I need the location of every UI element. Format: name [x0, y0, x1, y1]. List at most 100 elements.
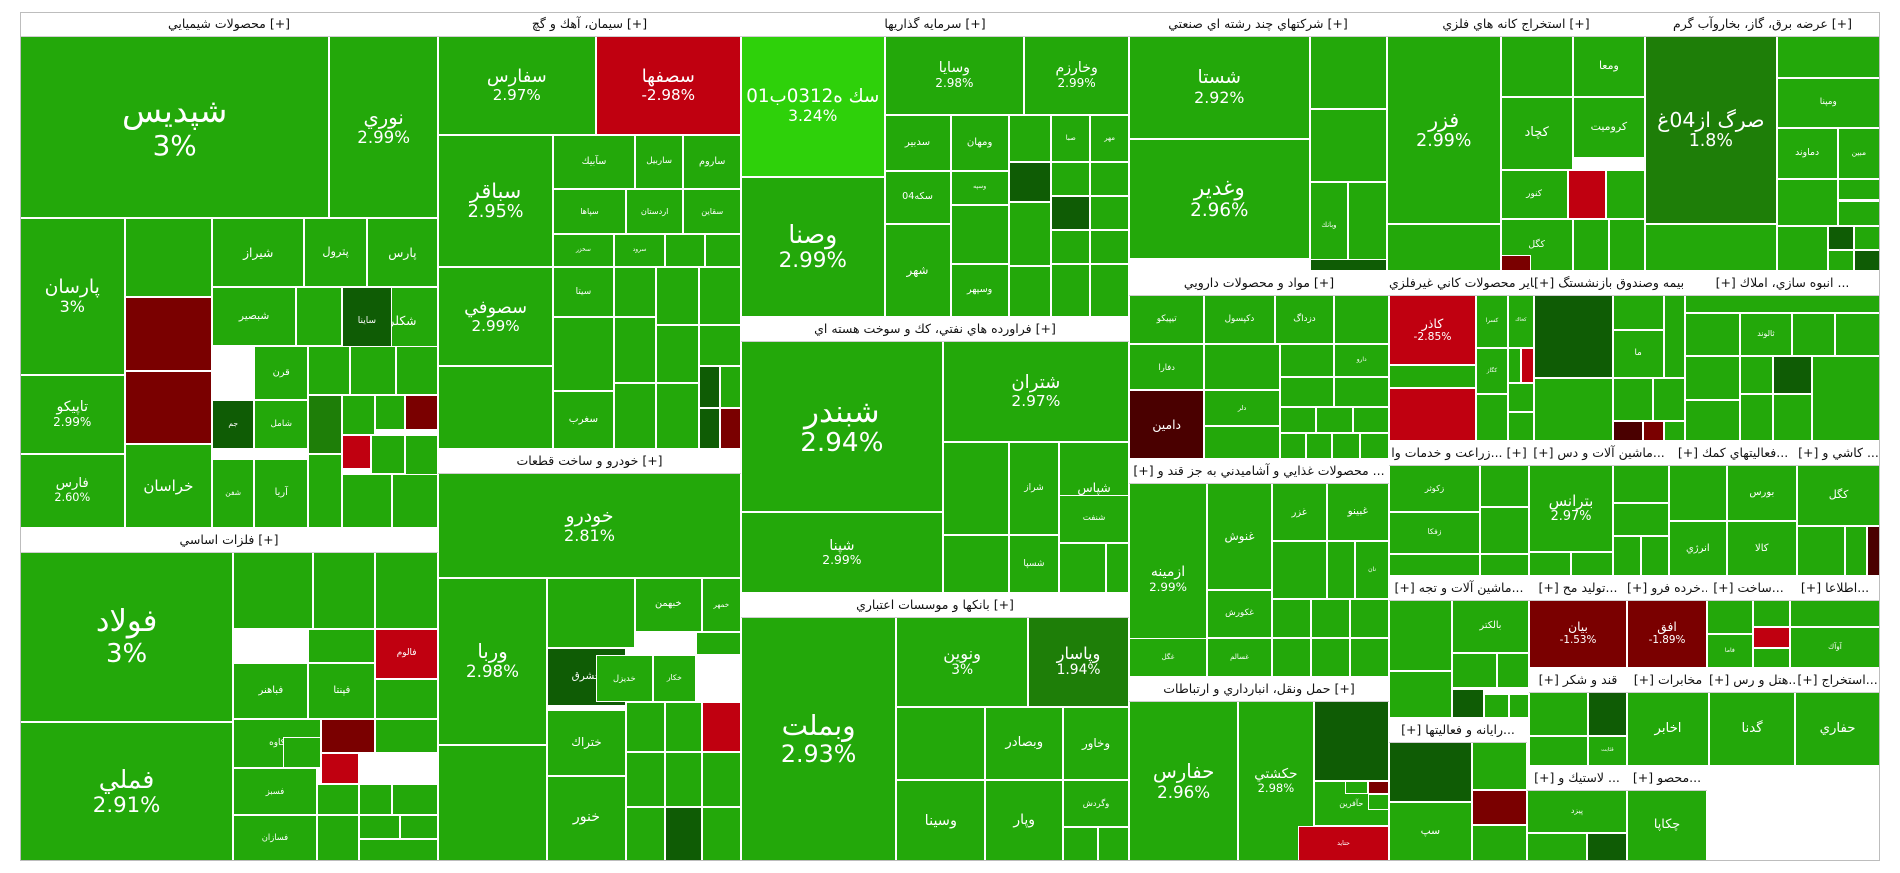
- sector-header[interactable]: [+] خرده فرو...: [1627, 576, 1707, 601]
- unlabeled-stock-tile[interactable]: [1008, 162, 1052, 202]
- stock-tile[interactable]: قثابت: [1587, 736, 1627, 766]
- stock-tile[interactable]: آريا: [254, 459, 309, 528]
- unlabeled-stock-tile[interactable]: [312, 552, 376, 630]
- sector-header[interactable]: [+] انبوه سازي، املاك ...: [1685, 271, 1880, 296]
- sector-header[interactable]: فراورده هاي نفتي، كك و سوخت هسته اي [+]: [741, 317, 1129, 342]
- sector[interactable]: صرگ از04غ 1.8% ومپنا دماوند مبين عرضه برق، گا…: [1645, 12, 1880, 271]
- stock-tile[interactable]: كنور: [1500, 169, 1568, 220]
- unlabeled-stock-tile[interactable]: [375, 718, 438, 753]
- stock-tile[interactable]: كالا: [1726, 520, 1797, 576]
- stock-tile[interactable]: شپديس 3%: [20, 36, 330, 219]
- unlabeled-stock-tile[interactable]: [1776, 226, 1829, 271]
- stock-tile[interactable]: كاذر -2.85%: [1389, 295, 1476, 366]
- unlabeled-stock-tile[interactable]: [698, 267, 741, 326]
- unlabeled-stock-tile[interactable]: [698, 366, 720, 408]
- stock-tile[interactable]: سپ: [1389, 801, 1472, 861]
- unlabeled-stock-tile[interactable]: [1090, 263, 1129, 317]
- unlabeled-stock-tile[interactable]: [1008, 201, 1052, 267]
- unlabeled-stock-tile[interactable]: [320, 718, 376, 753]
- sector-header[interactable]: بانكها و موسسات اعتباري [+]: [741, 593, 1129, 618]
- unlabeled-stock-tile[interactable]: [704, 234, 741, 268]
- sector-header[interactable]: محصولات شيميايي [+]: [20, 12, 438, 37]
- stock-tile[interactable]: سرود: [613, 234, 666, 268]
- unlabeled-stock-tile[interactable]: [371, 434, 405, 474]
- unlabeled-stock-tile[interactable]: [1471, 825, 1527, 861]
- stock-tile[interactable]: غكورش: [1207, 589, 1272, 639]
- stock-tile[interactable]: سكه04: [884, 170, 951, 225]
- sector[interactable]: فزر 2.99% ومعا كروميت كچاد كنور كگل استخراج كان…: [1387, 12, 1645, 271]
- unlabeled-stock-tile[interactable]: [1051, 229, 1091, 264]
- unlabeled-stock-tile[interactable]: [1587, 832, 1627, 861]
- stock-tile[interactable]: فارس 2.60%: [20, 454, 125, 528]
- stock-tile[interactable]: بورس: [1726, 465, 1797, 521]
- unlabeled-stock-tile[interactable]: [1534, 295, 1613, 379]
- unlabeled-stock-tile[interactable]: [701, 752, 741, 807]
- unlabeled-stock-tile[interactable]: [1520, 347, 1534, 383]
- sector-header[interactable]: مواد و محصولات دارويي [+]: [1129, 271, 1389, 296]
- unlabeled-stock-tile[interactable]: [1316, 406, 1353, 433]
- sector[interactable]: كاذر-2.85% كسرا كخاك كگاز ساير محصولات كاني …: [1389, 271, 1534, 441]
- sector-header[interactable]: حمل ونقل، انبارداري و ارتباطات [+]: [1129, 677, 1389, 702]
- stock-tile[interactable]: وخاور: [1063, 707, 1129, 781]
- unlabeled-stock-tile[interactable]: [719, 366, 741, 408]
- sector[interactable]: پيزد [+] لاستيك و ...: [1527, 766, 1627, 861]
- stock-tile[interactable]: كگاز: [1476, 347, 1508, 395]
- unlabeled-stock-tile[interactable]: [1685, 312, 1740, 357]
- stock-tile[interactable]: فملي 2.91%: [20, 721, 234, 861]
- sector[interactable]: فاما [+] ساخت...: [1707, 576, 1790, 668]
- unlabeled-stock-tile[interactable]: [1837, 200, 1880, 227]
- unlabeled-stock-tile[interactable]: [1866, 526, 1880, 576]
- unlabeled-stock-tile[interactable]: [392, 783, 438, 815]
- sector[interactable]: سپ [+] رايانه و فعاليتها...: [1389, 718, 1527, 861]
- unlabeled-stock-tile[interactable]: [1496, 653, 1529, 689]
- unlabeled-stock-tile[interactable]: [625, 806, 666, 861]
- unlabeled-stock-tile[interactable]: [1090, 162, 1129, 197]
- stock-tile[interactable]: ما: [1612, 330, 1664, 379]
- unlabeled-stock-tile[interactable]: [1309, 108, 1387, 182]
- stock-tile[interactable]: سك ه0312ب01 3.24%: [741, 36, 885, 177]
- stock-tile[interactable]: خكار: [653, 655, 696, 702]
- stock-tile[interactable]: وسايا 2.98%: [884, 36, 1025, 115]
- stock-tile[interactable]: وربا 2.98%: [438, 577, 548, 745]
- unlabeled-stock-tile[interactable]: [1313, 701, 1389, 781]
- stock-tile[interactable]: فالوم: [375, 629, 438, 679]
- unlabeled-stock-tile[interactable]: [656, 325, 699, 383]
- unlabeled-stock-tile[interactable]: [1739, 356, 1773, 395]
- stock-tile[interactable]: وبصادر: [985, 707, 1064, 781]
- sector[interactable]: خودرو 2.81% خمهر خبهمن وربا 2.98% خشرق خكار خديز…: [438, 449, 741, 861]
- unlabeled-stock-tile[interactable]: [656, 267, 699, 326]
- stock-tile[interactable]: ومهان: [950, 114, 1009, 171]
- stock-tile[interactable]: سپاها: [553, 188, 626, 235]
- unlabeled-stock-tile[interactable]: [124, 296, 213, 371]
- unlabeled-stock-tile[interactable]: [1811, 356, 1880, 441]
- stock-tile[interactable]: آوآك: [1790, 627, 1880, 668]
- sector-header[interactable]: [+] ماشين آلات و دس...: [1529, 441, 1669, 466]
- unlabeled-stock-tile[interactable]: [1776, 36, 1880, 79]
- sector-header[interactable]: [+] مخابرات: [1627, 668, 1709, 693]
- sector[interactable]: بالكتر [+] ماشين آلات و تجه...: [1389, 576, 1529, 718]
- unlabeled-stock-tile[interactable]: [375, 678, 438, 719]
- unlabeled-stock-tile[interactable]: [1509, 694, 1529, 718]
- unlabeled-stock-tile[interactable]: [1452, 688, 1485, 718]
- stock-tile[interactable]: سقاين: [683, 188, 741, 235]
- stock-tile[interactable]: كخاك: [1507, 295, 1534, 348]
- stock-tile[interactable]: وگردش: [1063, 780, 1129, 827]
- unlabeled-stock-tile[interactable]: [1051, 263, 1091, 317]
- unlabeled-stock-tile[interactable]: [1305, 432, 1332, 459]
- unlabeled-stock-tile[interactable]: [375, 552, 438, 630]
- sector[interactable]: قثابت [+] قند و شكر: [1529, 668, 1627, 766]
- unlabeled-stock-tile[interactable]: [613, 316, 657, 383]
- unlabeled-stock-tile[interactable]: [1309, 36, 1387, 109]
- stock-tile[interactable]: شيراز: [212, 218, 305, 287]
- sector[interactable]: بترانس 2.97% [+] ماشين آلات و دس...: [1529, 441, 1669, 576]
- sector-header[interactable]: [+] رايانه و فعاليتها...: [1389, 718, 1527, 743]
- unlabeled-stock-tile[interactable]: [1612, 295, 1664, 331]
- sector[interactable]: چكاپا [+] محصو...: [1627, 766, 1707, 861]
- unlabeled-stock-tile[interactable]: [1389, 365, 1476, 389]
- unlabeled-stock-tile[interactable]: [1352, 406, 1389, 433]
- unlabeled-stock-tile[interactable]: [1051, 162, 1091, 197]
- unlabeled-stock-tile[interactable]: [1272, 638, 1311, 677]
- stock-tile[interactable]: وسينا: [896, 780, 986, 861]
- unlabeled-stock-tile[interactable]: [1587, 692, 1627, 737]
- sector-header[interactable]: [+] محصو...: [1627, 766, 1707, 791]
